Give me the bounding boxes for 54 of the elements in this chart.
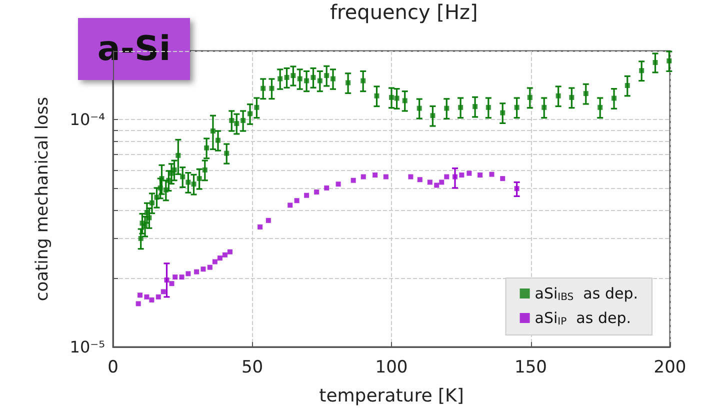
point xyxy=(417,177,422,182)
point xyxy=(444,174,450,180)
point xyxy=(350,178,356,183)
x-axis-title: temperature [K] xyxy=(319,386,464,406)
point xyxy=(212,259,218,264)
point xyxy=(294,198,300,204)
point xyxy=(266,218,271,223)
x-tick-label: 0 xyxy=(108,358,118,378)
point xyxy=(217,256,222,261)
point xyxy=(314,190,320,195)
point xyxy=(160,289,166,294)
point xyxy=(434,182,440,188)
point xyxy=(186,271,191,276)
point xyxy=(478,172,483,178)
point xyxy=(136,301,141,306)
point xyxy=(227,249,232,254)
y-tick-label: 10⁻⁵ xyxy=(70,338,105,356)
point xyxy=(169,281,174,286)
point xyxy=(304,192,310,198)
point xyxy=(138,292,143,298)
point xyxy=(222,252,228,258)
point xyxy=(207,264,212,270)
y-axis-title: coating mechanical loss xyxy=(32,96,52,302)
point xyxy=(466,170,472,176)
x-tick-label: 150 xyxy=(514,358,547,378)
point xyxy=(144,294,150,300)
point xyxy=(408,174,414,180)
point xyxy=(194,269,200,274)
x-tick-label: 200 xyxy=(654,358,686,378)
point xyxy=(360,174,366,180)
point xyxy=(172,274,178,280)
point xyxy=(288,202,293,208)
point xyxy=(156,294,161,300)
point xyxy=(439,180,444,185)
point xyxy=(427,180,432,185)
x-tick-label: 50 xyxy=(241,358,264,378)
point xyxy=(489,172,494,177)
point xyxy=(514,186,520,192)
point xyxy=(179,274,184,280)
point xyxy=(383,174,388,180)
point xyxy=(372,172,378,178)
point xyxy=(258,224,263,230)
point xyxy=(149,297,154,302)
point xyxy=(452,174,458,180)
y-tick-label: 10⁻⁴ xyxy=(70,110,105,129)
point xyxy=(500,176,506,182)
point xyxy=(200,266,206,272)
point xyxy=(459,172,464,178)
x-tick-label: 100 xyxy=(375,358,408,378)
point xyxy=(324,185,330,190)
text: frequency [Hz] xyxy=(330,0,478,24)
annotation: a-Si xyxy=(97,29,171,69)
point xyxy=(164,278,170,283)
point xyxy=(336,182,341,187)
